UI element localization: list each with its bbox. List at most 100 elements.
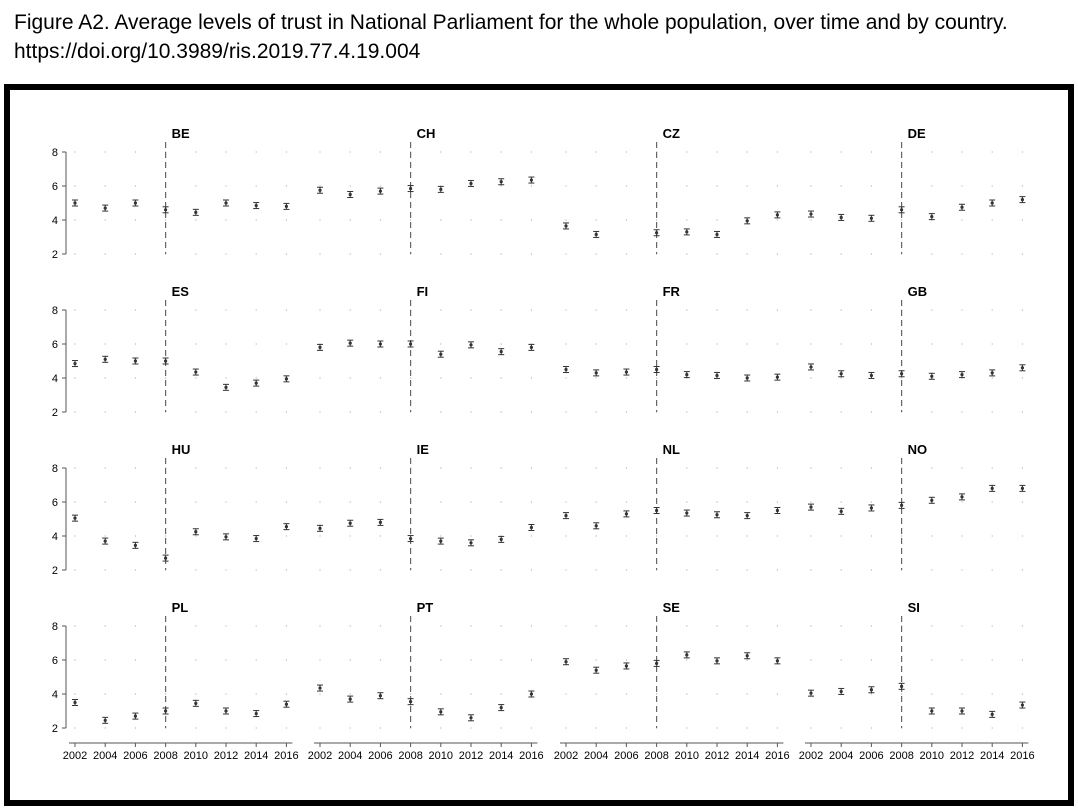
- grid-dot: [810, 727, 812, 729]
- grid-dot: [991, 343, 993, 345]
- grid-dot: [500, 569, 502, 571]
- grid-dot: [470, 727, 472, 729]
- grid-dot: [440, 467, 442, 469]
- grid-dot: [991, 411, 993, 413]
- grid-dot: [255, 377, 257, 379]
- point-marker: [745, 376, 749, 380]
- x-tick-label: 2004: [93, 750, 117, 762]
- grid-dot: [530, 659, 533, 661]
- grid-dot: [285, 309, 287, 311]
- grid-dot: [470, 219, 472, 221]
- point-marker: [1020, 486, 1024, 490]
- grid-dot: [104, 411, 106, 413]
- point-marker: [624, 370, 629, 374]
- grid-dot: [840, 253, 842, 255]
- data-point: [868, 686, 875, 694]
- grid-dot: [840, 727, 842, 729]
- grid-dot: [746, 467, 748, 469]
- point-marker: [594, 524, 598, 528]
- data-point: [283, 202, 290, 210]
- point-marker: [284, 525, 288, 529]
- grid-dot: [565, 535, 567, 537]
- grid-dot: [500, 185, 502, 187]
- grid-dot: [134, 659, 136, 661]
- data-point: [838, 507, 845, 515]
- grid-dot: [530, 727, 533, 729]
- grid-dot: [500, 625, 502, 627]
- grid-dot: [379, 501, 381, 503]
- grid-dot: [104, 727, 106, 729]
- grid-dot: [595, 727, 597, 729]
- grid-dot: [379, 309, 381, 311]
- grid-dot: [74, 625, 76, 627]
- data-point: [498, 704, 505, 712]
- grid-dot: [595, 151, 597, 153]
- data-point: [498, 535, 505, 543]
- figure-frame: [4, 84, 1074, 806]
- grid-dot: [470, 309, 472, 311]
- panel-label: PL: [172, 600, 189, 615]
- point-marker: [869, 506, 874, 510]
- grid-dot: [225, 377, 227, 379]
- x-tick-label: 2010: [675, 750, 699, 762]
- grid-dot: [961, 185, 963, 187]
- grid-dot: [195, 727, 197, 729]
- grid-dot: [625, 151, 628, 153]
- grid-dot: [565, 253, 567, 255]
- grid-dot: [870, 343, 873, 345]
- grid-dot: [686, 309, 688, 311]
- data-point: [283, 523, 290, 531]
- data-point: [407, 185, 414, 193]
- grid-dot: [595, 467, 597, 469]
- data-point: [377, 518, 384, 526]
- grid-dot: [1021, 343, 1024, 345]
- data-point: [808, 363, 814, 371]
- grid-dot: [74, 659, 76, 661]
- grid-dot: [870, 151, 873, 153]
- grid-dot: [195, 501, 197, 503]
- grid-dot: [565, 625, 567, 627]
- data-point: [623, 368, 630, 376]
- grid-dot: [530, 501, 533, 503]
- point-marker: [990, 371, 994, 375]
- grid-dot: [1021, 727, 1024, 729]
- point-marker: [809, 691, 813, 695]
- data-point: [162, 707, 169, 715]
- x-tick-label: 2016: [765, 750, 789, 762]
- grid-dot: [625, 185, 628, 187]
- grid-dot: [104, 535, 106, 537]
- grid-dot: [746, 727, 748, 729]
- point-marker: [73, 361, 77, 366]
- x-tick-label: 2012: [214, 750, 238, 762]
- grid-dot: [319, 693, 321, 695]
- data-point: [898, 501, 905, 509]
- data-point: [1019, 196, 1026, 204]
- data-point: [593, 666, 600, 674]
- point-marker: [655, 231, 659, 235]
- grid-dot: [104, 569, 106, 571]
- grid-dot: [134, 569, 136, 571]
- data-point: [468, 539, 474, 547]
- point-marker: [1020, 366, 1024, 370]
- grid-dot: [104, 343, 106, 345]
- point-marker: [745, 654, 749, 658]
- data-point: [898, 206, 905, 214]
- grid-dot: [379, 219, 381, 221]
- data-point: [989, 369, 996, 377]
- data-point: [317, 186, 323, 194]
- data-point: [744, 217, 751, 225]
- grid-dot: [195, 411, 197, 413]
- grid-dot: [530, 467, 533, 469]
- point-marker: [133, 543, 137, 547]
- y-tick-label: 6: [52, 181, 58, 193]
- grid-dot: [104, 185, 106, 187]
- grid-dot: [961, 501, 963, 503]
- grid-dot: [440, 727, 442, 729]
- point-marker: [224, 385, 228, 389]
- grid-dot: [776, 467, 779, 469]
- grid-dot: [961, 343, 963, 345]
- grid-dot: [625, 569, 628, 571]
- grid-dot: [991, 219, 993, 221]
- grid-dot: [686, 151, 688, 153]
- grid-dot: [470, 501, 472, 503]
